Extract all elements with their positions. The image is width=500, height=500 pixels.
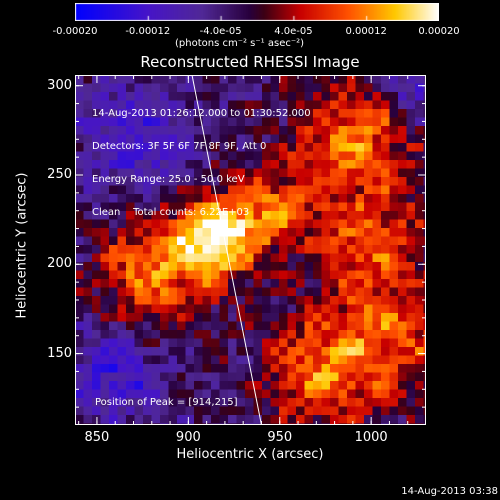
colorbar-tick-label: -0.00012 xyxy=(125,26,171,37)
y-tick-label: 150 xyxy=(47,345,72,361)
colorbar-units: (photons cm⁻² s⁻¹ asec⁻²) xyxy=(175,38,305,49)
annotation-energy: Energy Range: 25.0 - 50.0 keV xyxy=(92,174,245,185)
colorbar-tick-label: 4.0e-05 xyxy=(274,26,313,37)
peak-position-label: Position of Peak = [914,215] xyxy=(95,397,238,408)
chart-title: Reconstructed RHESSI Image xyxy=(140,53,360,71)
y-tick-label: 300 xyxy=(47,77,72,93)
x-tick-label: 900 xyxy=(175,430,201,445)
annotation-detectors: Detectors: 3F 5F 6F 7F 8F 9F, Att 0 xyxy=(92,141,267,152)
solar-limb-line xyxy=(191,75,262,425)
colorbar-tick-label: 0.00012 xyxy=(345,26,387,37)
plot-frame xyxy=(75,75,426,425)
colorbar xyxy=(75,3,439,21)
y-tick-label: 200 xyxy=(47,256,72,272)
render-timestamp: 14-Aug-2013 03:38 xyxy=(401,486,498,497)
x-tick-label: 850 xyxy=(84,430,110,445)
x-tick-label: 950 xyxy=(267,430,293,445)
y-tick-label: 250 xyxy=(47,167,72,182)
colorbar-tick-label: -4.0e-05 xyxy=(199,26,242,37)
image-annotations: 14-Aug-2013 01:26:12.000 to 01:30:52.000… xyxy=(92,86,311,229)
heatmap-plot xyxy=(75,75,426,425)
x-tick-label: 1000 xyxy=(354,430,388,445)
y-axis-label: Heliocentric Y (arcsec) xyxy=(14,172,30,319)
annotation-time: 14-Aug-2013 01:26:12.000 to 01:30:52.000 xyxy=(92,108,311,119)
colorbar-tick-label: -0.00020 xyxy=(52,26,98,37)
annotation-counts: Clean Total counts: 6.22E+03 xyxy=(92,207,250,218)
heatmap-cells xyxy=(75,75,426,425)
colorbar-tick-label: 0.00020 xyxy=(418,26,460,37)
x-axis-label: Heliocentric X (arcsec) xyxy=(176,447,324,462)
